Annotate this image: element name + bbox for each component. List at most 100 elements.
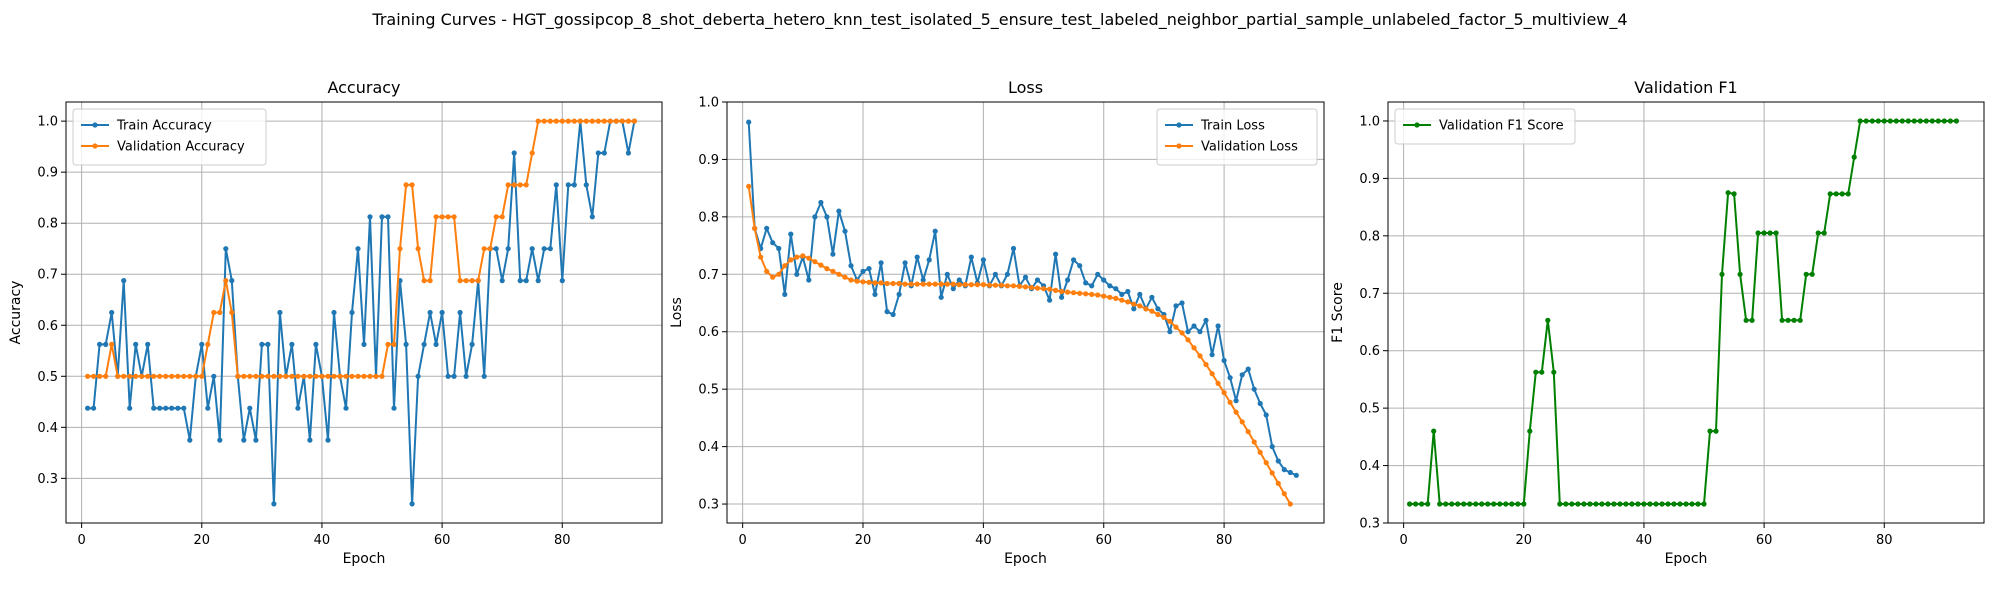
data-point (1797, 317, 1803, 323)
data-point (1149, 308, 1155, 314)
data-point (812, 214, 818, 220)
data-point (1761, 230, 1767, 236)
legend-marker (1414, 122, 1420, 128)
data-point (97, 373, 103, 379)
data-point (535, 118, 541, 124)
data-point (547, 246, 553, 252)
data-point (1077, 263, 1083, 269)
data-point (1503, 501, 1509, 507)
data-point (1022, 284, 1029, 290)
data-point (451, 214, 457, 220)
data-point (1677, 501, 1683, 507)
data-point (583, 118, 589, 124)
data-point (1551, 369, 1557, 375)
data-point (890, 280, 896, 287)
data-point (475, 278, 481, 284)
data-point (1935, 118, 1941, 124)
data-point (103, 341, 109, 347)
data-point (1239, 372, 1245, 378)
data-point (457, 309, 463, 316)
data-point (1281, 467, 1287, 473)
plot-frame (65, 101, 663, 524)
data-point (313, 341, 319, 347)
data-point (1059, 294, 1065, 300)
data-point (1767, 230, 1773, 236)
data-point (541, 246, 547, 252)
data-point (505, 182, 511, 188)
data-point (1251, 439, 1257, 445)
data-point (277, 373, 283, 379)
data-point (818, 262, 824, 268)
data-point (481, 373, 487, 379)
y-tick-label: 0.9 (1359, 172, 1380, 187)
data-point (295, 373, 301, 379)
data-point (1545, 317, 1551, 323)
data-point (463, 373, 469, 379)
legend-frame (1394, 108, 1576, 145)
data-point (127, 405, 133, 411)
data-point (1287, 501, 1293, 507)
data-point (301, 373, 307, 379)
data-point (1581, 501, 1587, 507)
data-point (625, 118, 632, 124)
data-point (890, 311, 896, 318)
data-point (1527, 428, 1533, 434)
data-point (866, 266, 872, 272)
data-point (559, 118, 565, 124)
data-point (1467, 501, 1473, 507)
data-point (607, 118, 613, 124)
data-point (1059, 288, 1065, 295)
data-point (1143, 306, 1149, 312)
data-point (181, 373, 187, 379)
data-point (1815, 230, 1821, 236)
data-point (331, 373, 337, 379)
grid (1388, 102, 1984, 524)
data-point (1131, 306, 1137, 312)
y-tick-label: 0.9 (37, 166, 58, 181)
data-point (259, 373, 265, 379)
data-point (836, 271, 842, 277)
data-point (493, 246, 499, 252)
data-point (1022, 274, 1029, 280)
x-axis-label: Epoch (1665, 551, 1708, 567)
data-point (343, 405, 349, 411)
data-point (349, 309, 355, 316)
data-point (439, 309, 445, 316)
data-point (920, 277, 926, 283)
data-point (109, 341, 115, 347)
data-point (1233, 409, 1239, 415)
data-point (1131, 301, 1137, 307)
data-point (259, 341, 265, 347)
data-point (289, 341, 295, 347)
x-tick-label: 60 (1756, 533, 1773, 548)
data-point (1857, 118, 1863, 124)
data-point (1185, 337, 1191, 343)
data-point (1071, 290, 1077, 296)
data-point (97, 341, 103, 347)
data-point (1743, 317, 1749, 323)
data-point (115, 373, 121, 379)
data-point (157, 405, 163, 411)
data-point (920, 281, 926, 287)
data-point (133, 341, 139, 347)
data-point (487, 246, 493, 252)
x-tick-label: 0 (1399, 533, 1407, 548)
data-point (1028, 284, 1035, 291)
data-point (1004, 283, 1011, 289)
data-point (613, 118, 619, 124)
data-point (1587, 501, 1593, 507)
data-point (1875, 118, 1881, 124)
data-point (595, 150, 601, 156)
data-point (1257, 449, 1263, 455)
legend: Train Accuracy Validation Accuracy (72, 108, 267, 166)
data-point (1215, 380, 1221, 386)
data-point (337, 373, 343, 379)
data-point (860, 279, 866, 285)
figure-title: Training Curves - HGT_gossipcop_8_shot_d… (371, 10, 1627, 30)
data-point (992, 282, 999, 288)
data-point (1941, 118, 1947, 124)
data-point (1101, 293, 1107, 299)
data-point (1569, 501, 1575, 507)
data-point (499, 214, 505, 220)
data-point (1095, 292, 1101, 298)
